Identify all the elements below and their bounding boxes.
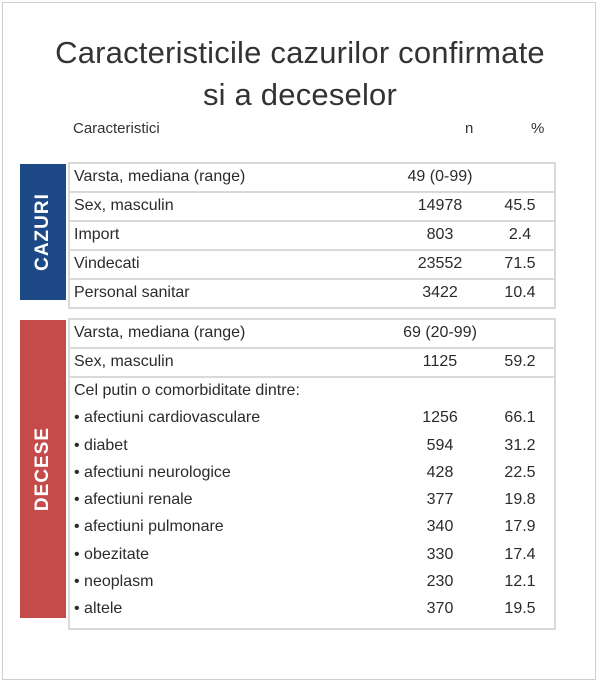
list-item: • neoplasm 230 12.1 [70, 569, 554, 596]
title-line-2: si a deceselor [202, 77, 398, 112]
row-pct: 59.2 [504, 353, 536, 370]
row-n: 377 [426, 491, 454, 509]
row-pct: 17.9 [504, 518, 536, 536]
row-label: Vindecati [74, 255, 140, 272]
decese-band: DECESE [20, 320, 66, 618]
column-header-n: n [465, 120, 474, 137]
page-title: Caracteristicile cazurilor confirmate si… [0, 32, 600, 116]
row-label: Sex, masculin [74, 197, 174, 214]
row-label: • afectiuni renale [74, 491, 193, 509]
list-item: • afectiuni neurologice 428 22.5 [70, 460, 554, 487]
list-item: • afectiuni cardiovasculare 1256 66.1 [70, 405, 554, 432]
list-item: • afectiuni renale 377 19.8 [70, 487, 554, 514]
row-n: 370 [426, 600, 454, 618]
row-pct: 66.1 [504, 409, 536, 427]
title-line-1: Caracteristicile cazurilor confirmate [55, 35, 545, 70]
row-label: Varsta, mediana (range) [74, 324, 246, 341]
row-pct: 2.4 [508, 226, 532, 243]
row-label: • afectiuni pulmonare [74, 518, 224, 536]
row-n: 428 [426, 463, 454, 481]
row-n: 1125 [422, 353, 458, 370]
row-pct: 10.4 [504, 284, 536, 301]
row-n: 230 [426, 573, 454, 591]
table-row: Varsta, mediana (range) 49 (0-99) [70, 164, 554, 193]
table-row: Personal sanitar 3422 10.4 [70, 280, 554, 307]
row-pct: 19.8 [504, 491, 536, 509]
row-n: 49 (0-99) [407, 168, 473, 185]
cazuri-table: Varsta, mediana (range) 49 (0-99) Sex, m… [68, 162, 556, 309]
row-pct: 17.4 [504, 545, 536, 563]
row-label: • altele [74, 600, 123, 618]
comorbidity-block: Cel putin o comorbiditate dintre: • afec… [70, 378, 554, 628]
list-item: • diabet 594 31.2 [70, 433, 554, 460]
list-item: • altele 370 19.5 [70, 596, 554, 623]
row-n: 803 [426, 226, 454, 243]
row-pct: 45.5 [504, 197, 536, 214]
row-n: 3422 [422, 284, 458, 301]
table-row: Import 803 2.4 [70, 222, 554, 251]
row-n: 594 [426, 436, 454, 454]
row-pct: 31.2 [504, 436, 536, 454]
row-label: • obezitate [74, 545, 149, 563]
row-n: 330 [426, 545, 454, 563]
row-label: Varsta, mediana (range) [74, 168, 246, 185]
table-row: Sex, masculin 14978 45.5 [70, 193, 554, 222]
table-row: Varsta, mediana (range) 69 (20-99) [70, 320, 554, 349]
table-row: Vindecati 23552 71.5 [70, 251, 554, 280]
comorbidity-heading-row: Cel putin o comorbiditate dintre: [70, 378, 554, 405]
row-pct: 22.5 [504, 463, 536, 481]
list-item: • afectiuni pulmonare 340 17.9 [70, 514, 554, 541]
row-label: • diabet [74, 436, 128, 454]
row-n: 14978 [417, 197, 463, 214]
row-pct: 19.5 [504, 600, 536, 618]
row-label: Sex, masculin [74, 353, 174, 370]
decese-band-label: DECESE [32, 426, 54, 512]
row-label: • neoplasm [74, 573, 154, 591]
table-row: Sex, masculin 1125 59.2 [70, 349, 554, 378]
cazuri-band-label: CAZURI [32, 193, 53, 271]
column-header-characteristics: Caracteristici [73, 120, 160, 137]
row-label: • afectiuni neurologice [74, 463, 231, 481]
cazuri-band: CAZURI [20, 164, 66, 300]
row-label: Personal sanitar [74, 284, 190, 301]
row-n: 1256 [422, 409, 458, 427]
row-label: • afectiuni cardiovasculare [74, 409, 261, 427]
row-pct: 12.1 [504, 573, 536, 591]
list-item: • obezitate 330 17.4 [70, 542, 554, 569]
row-n: 340 [426, 518, 454, 536]
comorbidity-heading: Cel putin o comorbiditate dintre: [74, 382, 300, 399]
row-label: Import [74, 226, 120, 243]
row-pct: 71.5 [504, 255, 536, 272]
row-n: 69 (20-99) [403, 324, 477, 341]
row-n: 23552 [417, 255, 463, 272]
column-header-percent: % [531, 120, 545, 137]
decese-table: Varsta, mediana (range) 69 (20-99) Sex, … [68, 318, 556, 630]
